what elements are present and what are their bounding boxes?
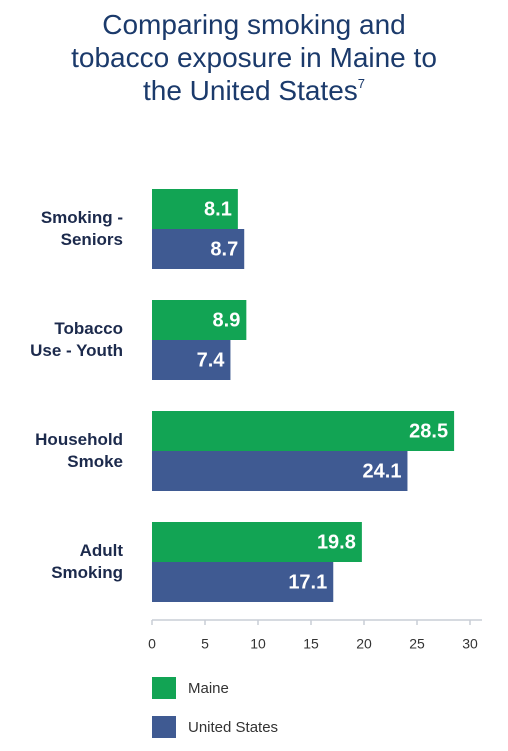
chart-title: Comparing smoking and tobacco exposure i… <box>71 9 437 106</box>
x-tick-label: 25 <box>409 636 425 652</box>
bar <box>152 411 455 451</box>
bar <box>152 229 245 269</box>
x-tick-label: 20 <box>356 636 372 652</box>
legend-swatch <box>152 716 176 738</box>
value-label: 19.8 <box>317 531 356 553</box>
value-label: 8.1 <box>204 198 232 220</box>
value-label: 7.4 <box>197 349 226 371</box>
x-tick-label: 30 <box>462 636 478 652</box>
value-label: 17.1 <box>288 571 327 593</box>
category-label: Adult Smoking <box>51 541 123 582</box>
value-label: 8.7 <box>210 238 238 260</box>
category-label: Smoking - Seniors <box>40 208 123 249</box>
chart-title-block: Comparing smoking and tobacco exposure i… <box>54 8 454 107</box>
x-tick-label: 0 <box>148 636 156 652</box>
legend-label: United States <box>188 719 278 736</box>
bar <box>152 189 238 229</box>
x-tick-label: 15 <box>303 636 319 652</box>
bar <box>152 522 362 562</box>
bar <box>152 451 408 491</box>
legend-label: Maine <box>188 680 229 697</box>
bar <box>152 562 334 602</box>
category-label: Tobacco Use - Youth <box>30 319 123 360</box>
value-label: 28.5 <box>409 420 448 442</box>
title-note: 7 <box>357 76 366 91</box>
value-label: 24.1 <box>363 460 402 482</box>
x-tick-label: 10 <box>250 636 266 652</box>
value-label: 8.9 <box>213 309 241 331</box>
bar <box>152 300 247 340</box>
legend-swatch <box>152 677 176 699</box>
category-label: Household Smoke <box>35 430 123 471</box>
x-tick-label: 5 <box>201 636 209 652</box>
bar <box>152 340 231 380</box>
